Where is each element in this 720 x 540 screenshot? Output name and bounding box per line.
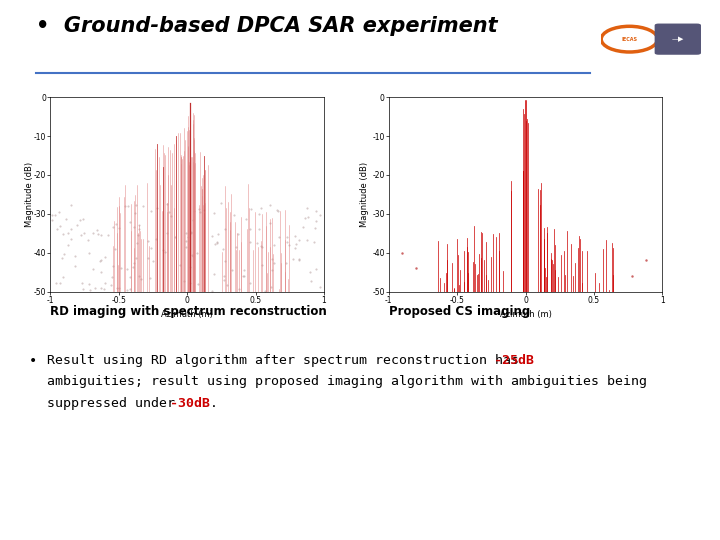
Text: -25dB: -25dB (494, 354, 534, 367)
Y-axis label: Magnitude (dB): Magnitude (dB) (360, 162, 369, 227)
Text: —▶: —▶ (672, 36, 684, 42)
Y-axis label: Magnitude (dB): Magnitude (dB) (24, 162, 34, 227)
Text: IECAS: IECAS (621, 37, 637, 42)
Text: Result using RD algorithm after spectrum reconstruction has: Result using RD algorithm after spectrum… (47, 354, 527, 367)
Text: •  Ground-based DPCA SAR experiment: • Ground-based DPCA SAR experiment (36, 16, 498, 36)
Text: ambiguities; result using proposed imaging algorithm with ambiguities being: ambiguities; result using proposed imagi… (47, 375, 647, 388)
Text: •: • (29, 354, 37, 368)
Text: -30dB: -30dB (170, 397, 210, 410)
FancyBboxPatch shape (654, 24, 701, 55)
X-axis label: Azimuth (m): Azimuth (m) (500, 310, 552, 319)
X-axis label: Azimuth (m): Azimuth (m) (161, 310, 213, 319)
Text: suppressed under: suppressed under (47, 397, 183, 410)
Text: RD imaging with spectrum reconstruction: RD imaging with spectrum reconstruction (50, 305, 327, 318)
Text: .: . (210, 397, 218, 410)
Text: Proposed CS imaging: Proposed CS imaging (389, 305, 530, 318)
